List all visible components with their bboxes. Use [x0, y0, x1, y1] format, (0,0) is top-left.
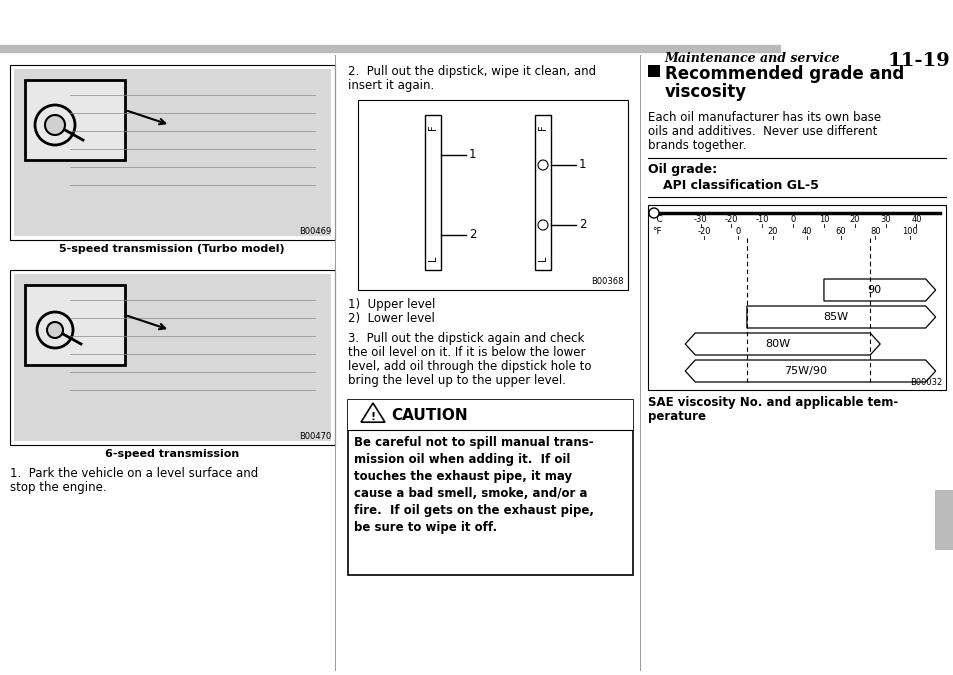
- Text: viscosity: viscosity: [664, 83, 746, 101]
- Text: 5-speed transmission (Turbo model): 5-speed transmission (Turbo model): [59, 244, 285, 254]
- Text: 1.  Park the vehicle on a level surface and: 1. Park the vehicle on a level surface a…: [10, 467, 258, 480]
- Bar: [647, 65, 659, 77]
- Text: F: F: [537, 124, 547, 130]
- Text: brands together.: brands together.: [647, 139, 745, 152]
- Text: 20: 20: [766, 227, 777, 236]
- Text: -30: -30: [693, 215, 707, 223]
- Text: !: !: [370, 412, 375, 422]
- Bar: [0, 45, 780, 52]
- Text: 20: 20: [848, 215, 859, 223]
- Text: 80: 80: [869, 227, 880, 236]
- Text: 11-19: 11-19: [886, 52, 949, 70]
- Text: 2: 2: [578, 219, 586, 232]
- Bar: [348, 400, 633, 575]
- Text: 2.  Pull out the dipstick, wipe it clean, and: 2. Pull out the dipstick, wipe it clean,…: [348, 65, 596, 78]
- Text: 0: 0: [790, 215, 795, 223]
- Text: -20: -20: [697, 227, 710, 236]
- Circle shape: [35, 105, 75, 145]
- Text: perature: perature: [647, 410, 705, 423]
- Text: the oil level on it. If it is below the lower: the oil level on it. If it is below the …: [348, 346, 585, 359]
- Polygon shape: [823, 279, 935, 301]
- Text: Each oil manufacturer has its own base: Each oil manufacturer has its own base: [647, 111, 881, 124]
- Circle shape: [47, 322, 63, 338]
- Text: 1: 1: [578, 159, 586, 171]
- Bar: [647, 205, 945, 390]
- Text: B00032: B00032: [909, 378, 941, 387]
- Text: °F: °F: [651, 227, 661, 236]
- Text: Oil grade:: Oil grade:: [647, 163, 717, 176]
- Text: B00469: B00469: [298, 227, 331, 236]
- Text: 10: 10: [818, 215, 828, 223]
- Bar: [14, 274, 331, 441]
- Text: 1: 1: [469, 148, 476, 161]
- Text: 80W: 80W: [764, 339, 789, 349]
- Text: F: F: [428, 124, 437, 130]
- Text: 2: 2: [469, 229, 476, 242]
- Text: stop the engine.: stop the engine.: [10, 481, 107, 494]
- Bar: [10, 65, 335, 240]
- Text: be sure to wipe it off.: be sure to wipe it off.: [354, 521, 497, 534]
- Polygon shape: [684, 360, 935, 382]
- Text: -10: -10: [755, 215, 768, 223]
- Text: 60: 60: [835, 227, 845, 236]
- Circle shape: [537, 160, 547, 170]
- Circle shape: [648, 208, 659, 218]
- Bar: [348, 400, 633, 430]
- Circle shape: [45, 115, 65, 135]
- Text: Maintenance and service: Maintenance and service: [663, 52, 840, 65]
- Text: L: L: [428, 255, 437, 261]
- Text: 30: 30: [880, 215, 890, 223]
- Text: fire.  If oil gets on the exhaust pipe,: fire. If oil gets on the exhaust pipe,: [354, 504, 594, 517]
- Text: cause a bad smell, smoke, and/or a: cause a bad smell, smoke, and/or a: [354, 487, 587, 500]
- Polygon shape: [684, 333, 880, 355]
- Text: insert it again.: insert it again.: [348, 79, 434, 92]
- Text: level, add oil through the dipstick hole to: level, add oil through the dipstick hole…: [348, 360, 591, 373]
- Text: 90: 90: [867, 285, 881, 295]
- Text: 0: 0: [735, 227, 740, 236]
- Text: °C: °C: [651, 215, 662, 223]
- Text: 6-speed transmission: 6-speed transmission: [105, 449, 239, 459]
- Bar: [357, 100, 627, 290]
- Circle shape: [37, 312, 73, 348]
- Bar: [934, 490, 953, 550]
- Text: 1)  Upper level: 1) Upper level: [348, 298, 435, 311]
- Text: mission oil when adding it.  If oil: mission oil when adding it. If oil: [354, 453, 570, 466]
- Bar: [25, 285, 125, 365]
- Text: bring the level up to the upper level.: bring the level up to the upper level.: [348, 374, 565, 387]
- Circle shape: [537, 220, 547, 230]
- Text: SAE viscosity No. and applicable tem-: SAE viscosity No. and applicable tem-: [647, 396, 898, 409]
- Text: 40: 40: [801, 227, 811, 236]
- Bar: [14, 69, 331, 236]
- Text: 40: 40: [910, 215, 921, 223]
- Text: oils and additives.  Never use different: oils and additives. Never use different: [647, 125, 877, 138]
- Text: -20: -20: [724, 215, 738, 223]
- Polygon shape: [746, 306, 935, 328]
- Polygon shape: [360, 403, 385, 422]
- Bar: [25, 80, 125, 160]
- Text: 100: 100: [901, 227, 917, 236]
- Text: B00470: B00470: [298, 432, 331, 441]
- Text: CAUTION: CAUTION: [391, 408, 467, 423]
- Text: touches the exhaust pipe, it may: touches the exhaust pipe, it may: [354, 470, 572, 483]
- Text: API classification GL-5: API classification GL-5: [662, 179, 818, 192]
- Text: Be careful not to spill manual trans-: Be careful not to spill manual trans-: [354, 436, 593, 449]
- Text: 2)  Lower level: 2) Lower level: [348, 312, 435, 325]
- Text: B00368: B00368: [591, 277, 623, 286]
- Text: Recommended grade and: Recommended grade and: [664, 65, 903, 83]
- Text: L: L: [537, 255, 547, 261]
- Bar: [10, 270, 335, 445]
- Bar: [424, 115, 440, 270]
- Bar: [535, 115, 551, 270]
- Text: 85W: 85W: [822, 312, 848, 322]
- Text: 3.  Pull out the dipstick again and check: 3. Pull out the dipstick again and check: [348, 332, 584, 345]
- Text: 75W/90: 75W/90: [783, 366, 826, 376]
